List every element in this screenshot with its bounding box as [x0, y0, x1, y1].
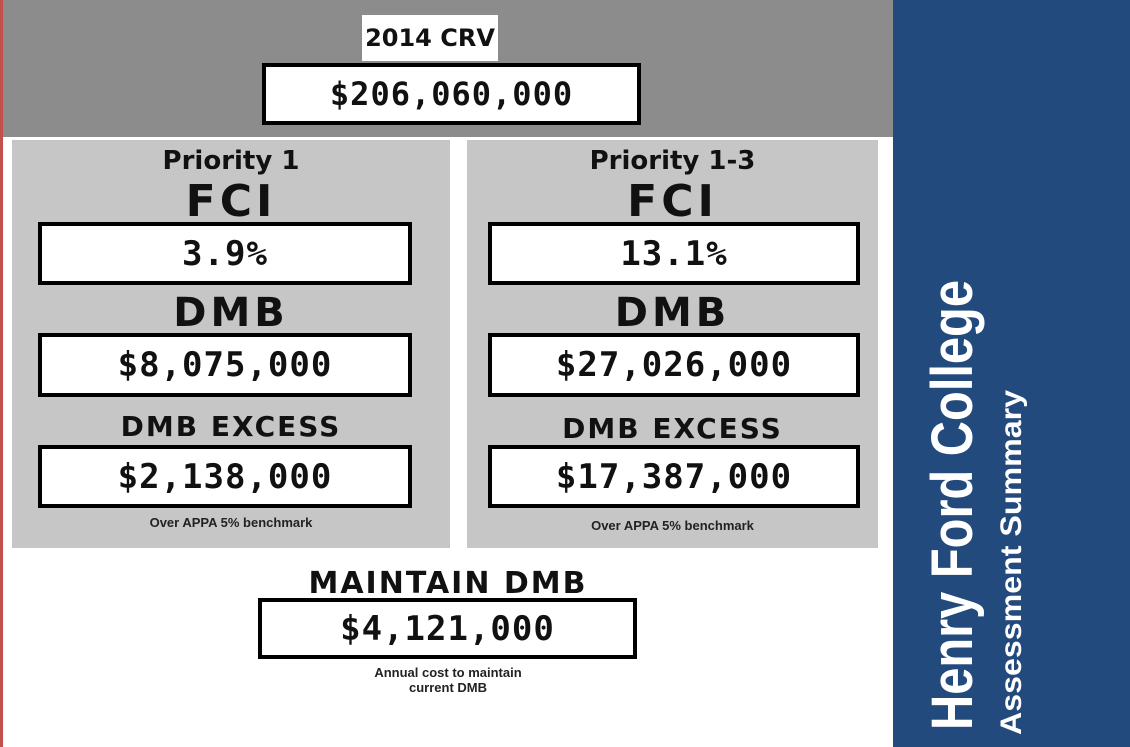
excess-note: Over APPA 5% benchmark [149, 515, 313, 530]
fci-value: 13.1% [488, 222, 860, 285]
excess-label: DMB EXCESS [120, 410, 342, 443]
panel-title: Priority 1-3 [589, 146, 756, 176]
crv-value: $206,060,000 [262, 63, 641, 125]
sidebar: Henry Ford College Assessment Summary [893, 0, 1130, 747]
maintain-note: current DMB [408, 680, 487, 695]
sidebar-subtitle: Assessment Summary [995, 390, 1028, 735]
dmb-value: $27,026,000 [488, 333, 860, 397]
maintain-note: Annual cost to maintain [374, 665, 522, 680]
fci-label: FCI [627, 176, 718, 227]
excess-label: DMB EXCESS [562, 412, 783, 445]
excess-note: Over APPA 5% benchmark [591, 518, 754, 533]
excess-value: $2,138,000 [38, 445, 412, 508]
crv-label: 2014 CRV [362, 15, 498, 61]
fci-value: 3.9% [38, 222, 412, 285]
panel-title: Priority 1 [162, 146, 300, 176]
left-border [0, 0, 3, 747]
header-band: 2014 CRV $206,060,000 [3, 0, 893, 137]
priority-1-3-panel: Priority 1-3 FCI 13.1% DMB $27,026,000 D… [467, 140, 878, 548]
fci-label: FCI [185, 176, 277, 227]
excess-value: $17,387,000 [488, 445, 860, 508]
maintain-section: MAINTAIN DMB $4,121,000 Annual cost to m… [240, 560, 656, 710]
dmb-label: DMB [614, 290, 731, 336]
maintain-value: $4,121,000 [258, 598, 637, 659]
maintain-label: MAINTAIN DMB [308, 566, 588, 601]
dmb-label: DMB [173, 290, 289, 336]
sidebar-bg [893, 0, 1130, 747]
priority-1-panel: Priority 1 FCI 3.9% DMB $8,075,000 DMB E… [12, 140, 450, 548]
sidebar-title: Henry Ford College [920, 280, 985, 730]
dmb-value: $8,075,000 [38, 333, 412, 397]
